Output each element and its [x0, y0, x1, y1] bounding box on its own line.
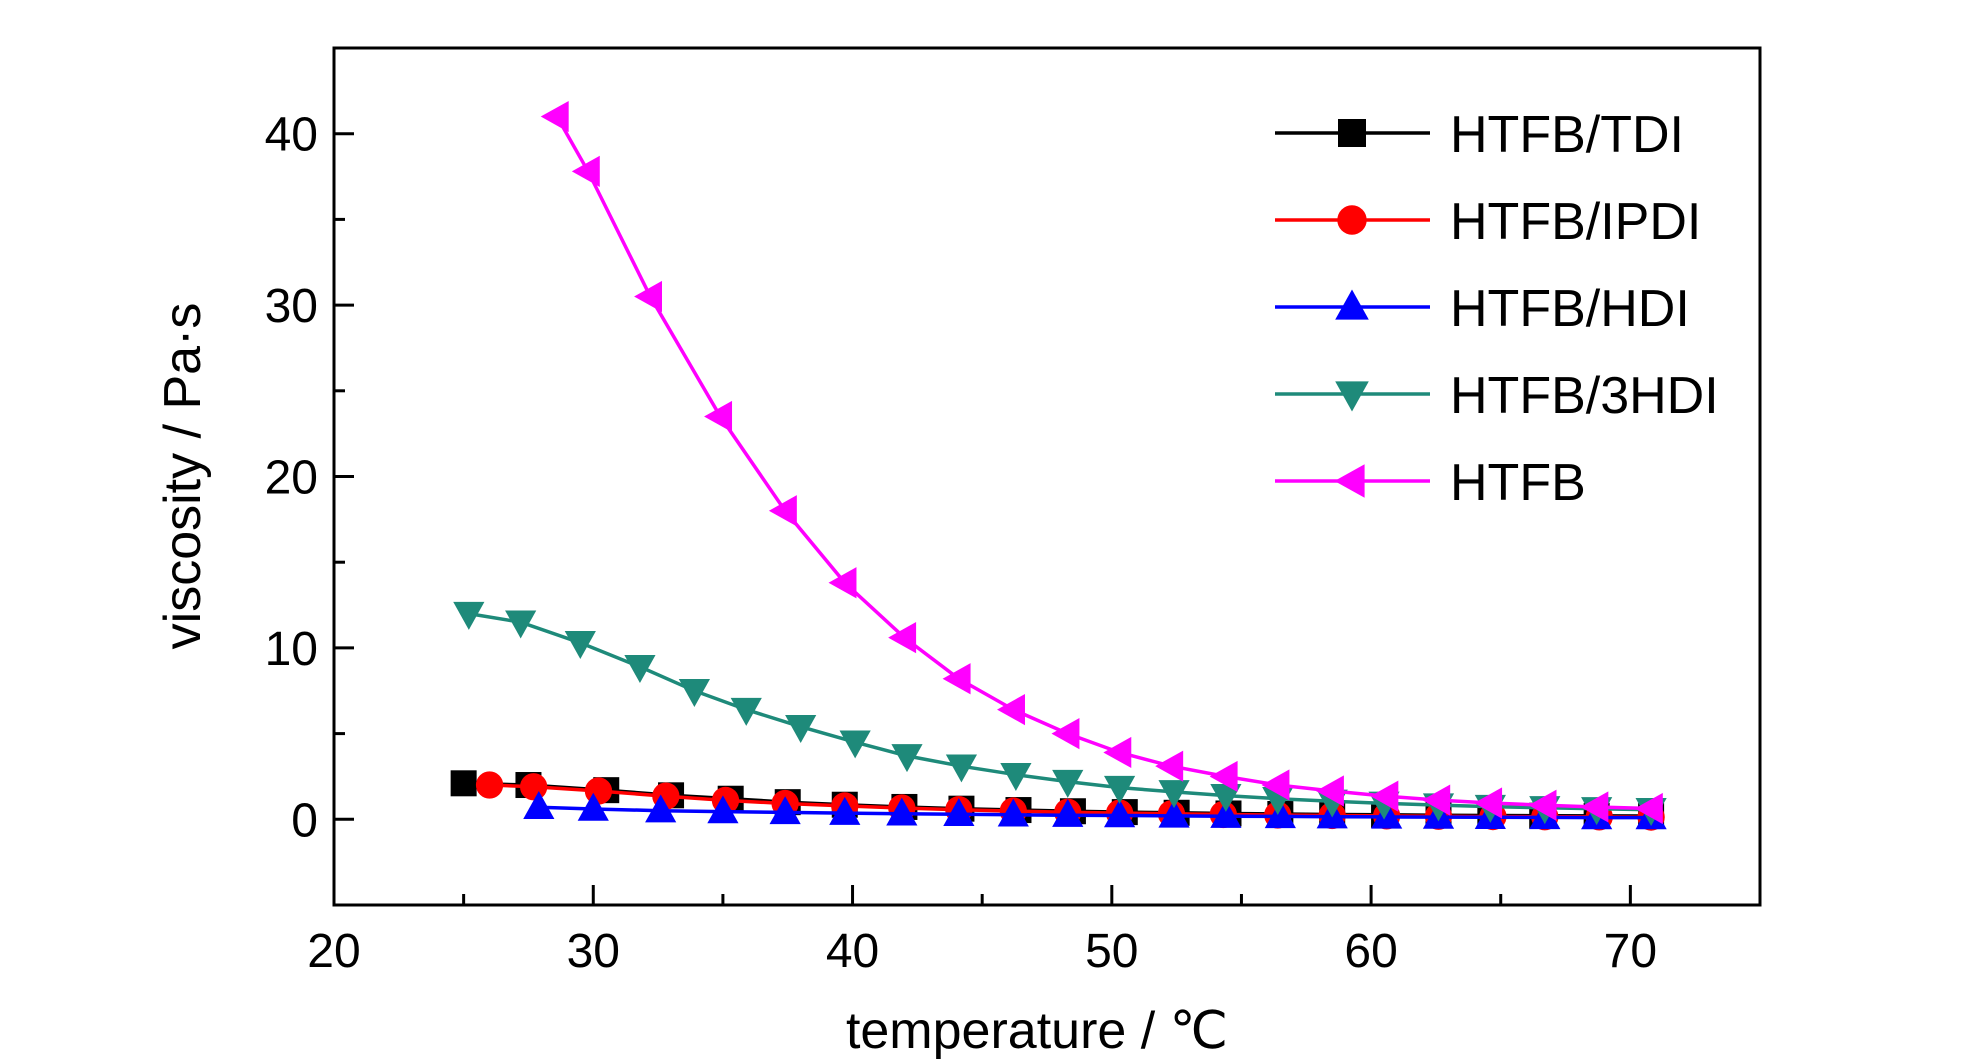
data-point [942, 663, 971, 695]
series-2 [523, 791, 1667, 830]
y-tick-label: 20 [265, 452, 318, 505]
data-point [1261, 769, 1290, 801]
data-point [1158, 780, 1190, 809]
data-point [1474, 787, 1503, 819]
legend-entry: HTFB/HDI [1275, 280, 1690, 338]
data-point [1210, 783, 1242, 812]
legend-label: HTFB/TDI [1450, 106, 1684, 164]
data-point [678, 679, 710, 707]
y-tick-label: 30 [265, 280, 318, 333]
x-tick-label: 20 [307, 925, 360, 978]
data-point [707, 795, 739, 824]
data-point [730, 697, 762, 726]
y-tick-label: 40 [265, 109, 318, 162]
x-tick-label: 60 [1344, 925, 1397, 978]
data-point [1052, 798, 1084, 827]
data-point [584, 777, 613, 805]
data-point [1634, 792, 1663, 825]
data-point [1315, 775, 1344, 807]
data-point [577, 792, 609, 821]
data-point [997, 694, 1025, 726]
data-point [1580, 791, 1609, 823]
legend-label: HTFB [1450, 454, 1586, 512]
data-point [1158, 799, 1190, 828]
y-tick-label: 0 [291, 794, 318, 847]
y-tick-label: 10 [265, 623, 318, 676]
axis-ticks [332, 46, 1762, 907]
x-tick-label: 40 [826, 925, 879, 978]
legend-entry: HTFB/TDI [1275, 106, 1684, 164]
data-point [785, 715, 817, 743]
data-point [1051, 718, 1080, 750]
data-point [1209, 760, 1238, 793]
series-4 [540, 100, 1663, 825]
legend-entry: HTFB [1275, 454, 1586, 512]
data-point [645, 794, 677, 823]
data-point [704, 400, 733, 433]
data-point [1000, 763, 1032, 791]
legend-marker [1335, 289, 1369, 320]
y-axis-title: viscosity / Pa·s [154, 303, 212, 650]
data-point [634, 280, 663, 313]
legend-marker [1335, 381, 1369, 412]
legend-entry: HTFB/3HDI [1275, 367, 1719, 425]
data-point [475, 771, 504, 799]
legend-marker [1338, 119, 1366, 147]
data-point [997, 798, 1029, 827]
x-tick-label: 30 [567, 925, 620, 978]
legend: HTFB/TDI HTFB/IPDI HTFB/HDI HTFB/3HDI HTFB [1275, 106, 1719, 512]
x-tick-label: 70 [1604, 925, 1657, 978]
data-point [1264, 800, 1296, 829]
data-point [1155, 750, 1184, 782]
data-point [888, 622, 917, 654]
data-point [1210, 799, 1242, 828]
series-layer [450, 100, 1667, 831]
data-point [1103, 799, 1136, 828]
data-point [886, 797, 918, 826]
data-point [839, 730, 871, 759]
data-point [453, 601, 485, 630]
x-tick-label: 50 [1085, 925, 1138, 978]
x-axis-title: temperature / ℃ [846, 1002, 1228, 1060]
data-point [943, 798, 975, 827]
legend-entry: HTFB/IPDI [1275, 193, 1701, 251]
legend-marker [1337, 205, 1367, 235]
legend-label: HTFB/HDI [1450, 280, 1690, 338]
legend-marker [1334, 464, 1365, 498]
data-point [1370, 780, 1399, 812]
data-point [769, 796, 801, 825]
data-point [891, 744, 923, 773]
data-point [945, 754, 978, 783]
data-point [829, 796, 861, 825]
data-point [564, 631, 596, 660]
data-point [1103, 775, 1136, 804]
data-point [1422, 784, 1451, 816]
data-point [768, 495, 797, 527]
axis-tick-labels: 20 30 40 50 60 70 0 10 20 30 40 [265, 109, 1657, 978]
data-point [571, 155, 600, 188]
data-point [828, 567, 857, 599]
legend-label: HTFB/3HDI [1450, 367, 1719, 425]
legend-label: HTFB/IPDI [1450, 193, 1701, 251]
data-point [1103, 736, 1132, 769]
data-point [505, 610, 537, 639]
data-point [519, 773, 548, 801]
data-point [624, 655, 656, 684]
data-point [450, 770, 477, 797]
data-point [1052, 769, 1084, 798]
data-point [523, 791, 555, 820]
data-point [1528, 789, 1557, 821]
data-point [540, 100, 569, 133]
